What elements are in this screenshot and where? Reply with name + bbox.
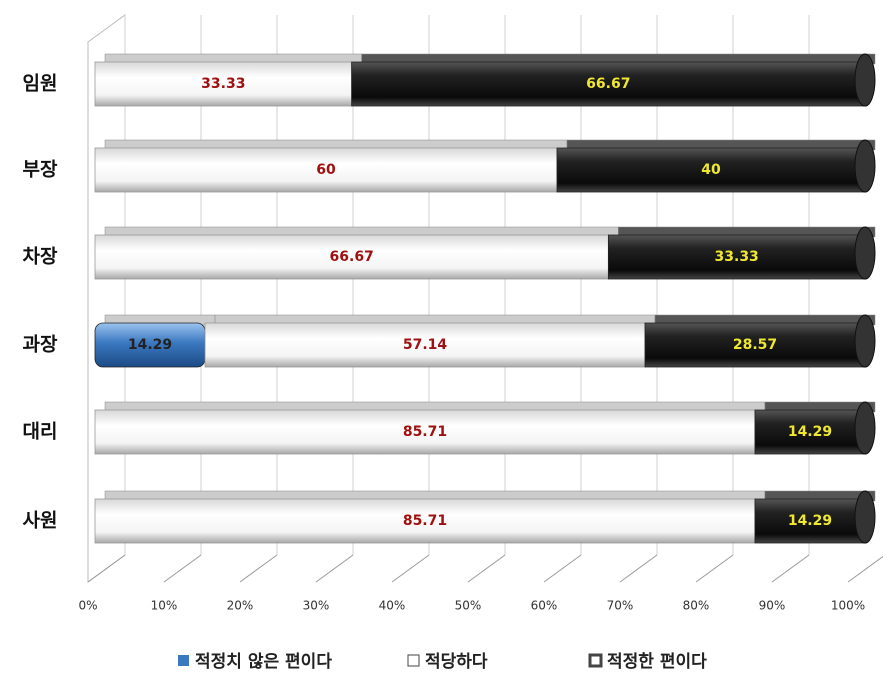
- floor-line: [391, 554, 430, 583]
- legend-swatch: [178, 655, 189, 666]
- bar: [644, 322, 866, 368]
- x-tick-label: 100%: [831, 599, 865, 613]
- value-label: 33.33: [715, 249, 759, 265]
- bar-cap: [854, 139, 876, 193]
- x-tick-label: 30%: [303, 599, 330, 613]
- category-label: 차장: [23, 246, 58, 268]
- category-label: 과장: [23, 334, 58, 356]
- value-label: 57.14: [403, 337, 448, 353]
- floor-line: [619, 554, 658, 583]
- value-label: 85.71: [403, 424, 447, 440]
- x-tick-label: 70%: [607, 599, 634, 613]
- value-label: 60: [316, 162, 336, 178]
- value-label: 14.29: [128, 337, 172, 353]
- floor-line: [771, 554, 810, 583]
- floor-line: [847, 555, 883, 583]
- bar-cap: [854, 226, 876, 280]
- floor-line: [315, 554, 354, 583]
- bar-cap: [854, 314, 876, 368]
- x-tick-label: 0%: [78, 599, 97, 613]
- floor-line: [239, 554, 278, 583]
- bar: [204, 322, 646, 368]
- x-tick-label: 20%: [227, 599, 254, 613]
- legend-label: 적정한 편이다: [607, 652, 707, 672]
- x-tick-label: 80%: [683, 599, 710, 613]
- legend-label: 적정치 않은 편이다: [195, 652, 332, 672]
- bar-cap: [854, 53, 876, 107]
- category-label: 부장: [23, 159, 58, 181]
- value-label: 85.71: [403, 513, 447, 529]
- x-tick-label: 10%: [151, 599, 178, 613]
- floor-line: [695, 554, 734, 583]
- value-label: 66.67: [330, 249, 374, 265]
- floor-line: [467, 554, 506, 583]
- legend-swatch: [407, 654, 420, 667]
- value-label: 14.29: [788, 513, 832, 529]
- bar: [607, 234, 866, 280]
- bars: 임원033.3366.67부장06040차장066.6733.33과장14.29…: [23, 53, 876, 544]
- value-label: 33.33: [201, 76, 245, 92]
- bar: [94, 409, 756, 455]
- bar-cap: [854, 401, 876, 455]
- bar-cap: [854, 490, 876, 544]
- legend-swatch: [588, 653, 603, 668]
- x-tick-label: 90%: [759, 599, 786, 613]
- bar: [94, 234, 609, 280]
- category-label: 대리: [23, 421, 58, 443]
- legend-label: 적당하다: [425, 652, 488, 672]
- x-tick-label: 60%: [531, 599, 558, 613]
- value-label: 66.67: [586, 76, 630, 92]
- floor-line: [543, 554, 582, 583]
- bar: [754, 498, 866, 544]
- bar: [94, 147, 558, 193]
- floor-line: [163, 554, 202, 583]
- value-label: 28.57: [733, 337, 777, 353]
- x-tick-label: 50%: [455, 599, 482, 613]
- bar: [754, 409, 866, 455]
- bar: [94, 61, 353, 107]
- bar: [556, 147, 866, 193]
- category-label: 임원: [23, 73, 58, 95]
- category-label: 사원: [23, 510, 58, 532]
- legend: 적정치 않은 편이다 적당하다 적정한 편이다: [178, 652, 707, 672]
- value-label: 40: [701, 162, 721, 178]
- value-label: 14.29: [788, 424, 832, 440]
- floor-line: [87, 554, 126, 583]
- bar: [351, 61, 866, 107]
- x-tick-label: 40%: [379, 599, 406, 613]
